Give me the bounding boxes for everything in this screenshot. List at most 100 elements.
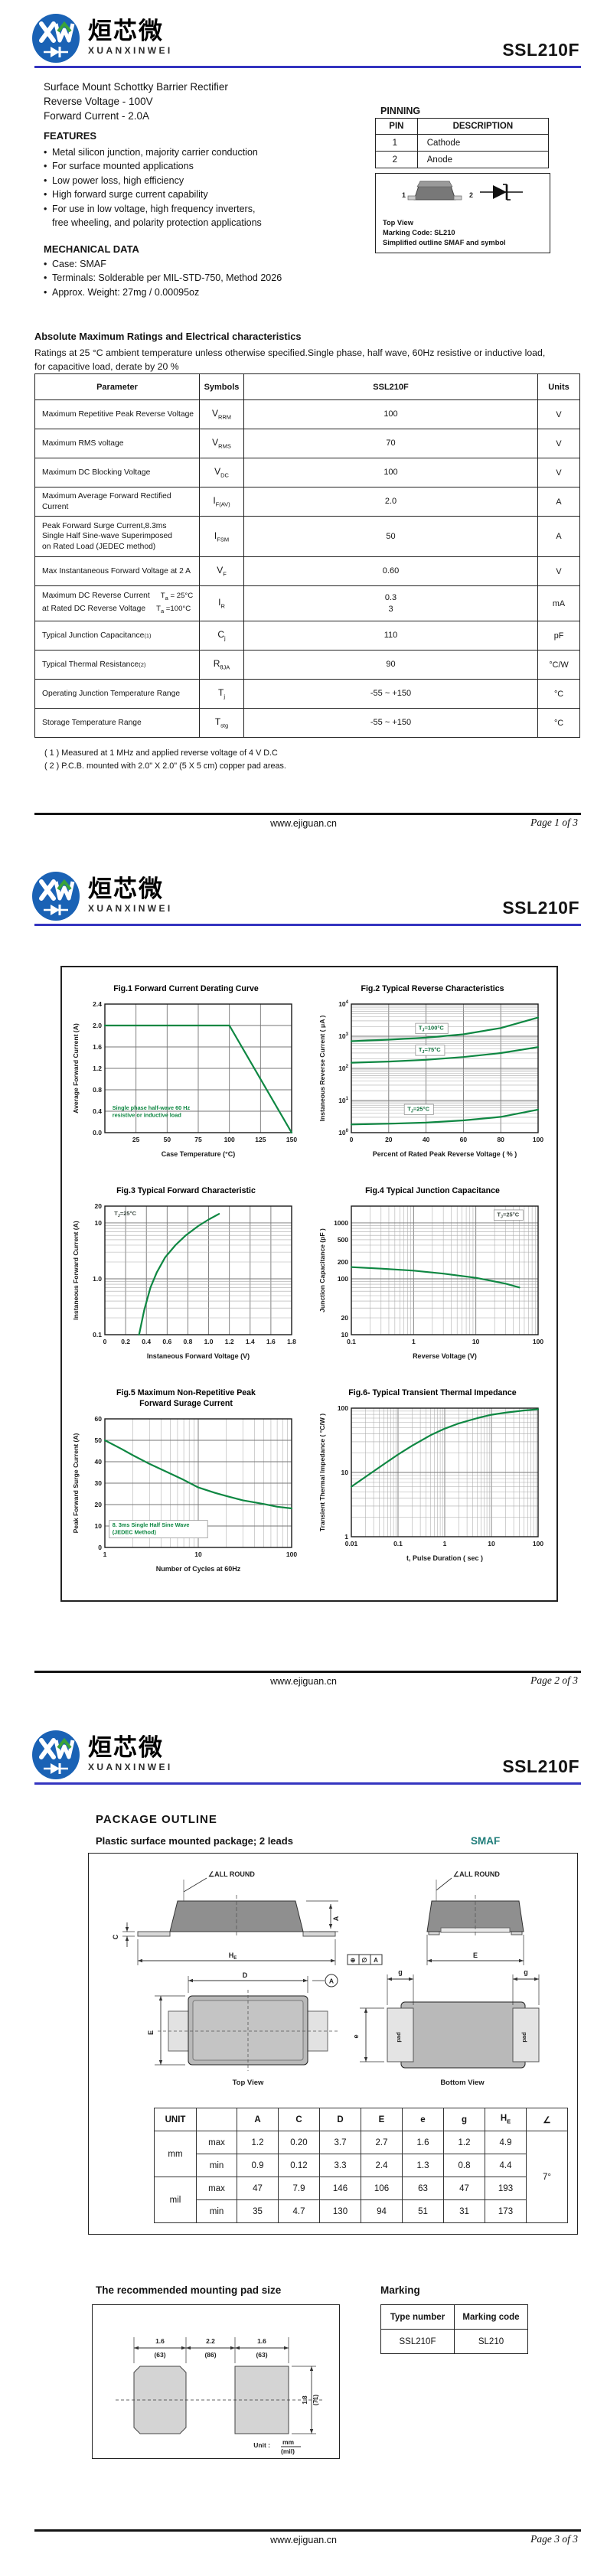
cell-value: -55 ~ +150 — [243, 679, 538, 709]
dim-value: 1.3 — [402, 2154, 444, 2177]
dim-row: min 35 4.7 130 94 51 31 173 — [155, 2199, 568, 2223]
logo-chinese-name: 烜芯微 — [88, 18, 164, 45]
cell-value: 100 — [243, 399, 538, 429]
footer-rule — [34, 1671, 581, 1673]
dim-value: 47 — [443, 2177, 485, 2200]
dim-header: D — [319, 2108, 361, 2131]
part-number: SSL210F — [502, 898, 579, 918]
value-line: -55 ~ +150 — [370, 718, 412, 727]
dim-header: E — [361, 2108, 403, 2131]
value-line: 3 — [388, 604, 393, 614]
chart-text: 100 — [533, 1136, 543, 1143]
drawing-label: ∠ALL ROUND — [208, 1870, 255, 1878]
cell-symbol: Tj — [199, 679, 244, 709]
part-number: SSL210F — [502, 40, 579, 60]
feature-item: For use in low voltage, high frequency i… — [44, 202, 350, 217]
value-line: 0.3 — [384, 592, 397, 602]
dim-header: ∠ — [526, 2108, 568, 2131]
cell-parameter: Maximum Repetitive Peak Reverse Voltage — [34, 399, 200, 429]
value-line: 2.0 — [384, 497, 397, 506]
chart-text: 10 — [341, 1331, 349, 1339]
logo-chinese-name: 烜芯微 — [88, 1734, 164, 1762]
figure-4: Fig.4 Typical Junction Capacitance 0.1 1 10… — [313, 1186, 552, 1366]
pad-dim-label: 1.6 — [155, 2337, 165, 2345]
chart-text: 1.0 — [204, 1338, 214, 1345]
dim-value: 3.3 — [319, 2154, 361, 2177]
feature-item: For surface mounted applications — [44, 159, 350, 174]
figure-5: Fig.5 Maximum Non-Repetitive Peak Forwar… — [67, 1388, 305, 1579]
drawing-label: A — [329, 1978, 334, 1985]
parameter-line: at Rated DC Reverse Voltage Ta =100°C — [42, 604, 199, 616]
cell-parameter: Maximum Average Forward Rectified Curren… — [34, 487, 200, 517]
svg-text:104: 104 — [338, 1000, 348, 1008]
ratings-header: SSL210F — [243, 373, 538, 400]
chart-text: 10 — [95, 1219, 103, 1227]
dim-value: 3.7 — [319, 2131, 361, 2154]
characteristic-curves-panel: Fig.1 Forward Current Derating Curve 25 50… — [60, 966, 558, 1602]
ratings-title: Absolute Maximum Ratings and Electrical … — [34, 331, 302, 342]
dim-header: g — [443, 2108, 485, 2131]
package-outline-thumbnail: 1 2 Top View Marking Code: SL210 Simplif… — [375, 173, 550, 253]
mechanical-item: Terminals: Solderable per MIL-STD-750, M… — [44, 271, 373, 285]
chart-text: 0.8 — [93, 1086, 102, 1094]
svg-text:HE: HE — [229, 1952, 237, 1961]
dim-row: min 0.9 0.12 3.3 2.4 1.3 0.8 4.4 — [155, 2154, 568, 2177]
footnote-ref: (1) — [144, 631, 152, 639]
chart-text: 0 — [350, 1136, 354, 1143]
value-line: 70 — [386, 439, 396, 448]
fig2-curve-TJ-75C — [350, 1045, 540, 1064]
parameter-line: Operating Junction Temperature Range — [42, 689, 181, 698]
cell-value: 70 — [243, 429, 538, 458]
footer-page-number: Page 3 of 3 — [530, 2533, 578, 2545]
fig6-curve-zth — [350, 1408, 540, 1488]
value-line: 90 — [386, 660, 396, 669]
value-line: 100 — [383, 468, 398, 477]
dim-value: 2.4 — [361, 2154, 403, 2177]
chart-text: 1.2 — [225, 1338, 234, 1345]
header-rule — [34, 1782, 581, 1785]
chart-text: Case Temperature (°C) — [162, 1150, 235, 1158]
package-name: SMAF — [471, 1835, 501, 1847]
parameter-line: Peak Forward Surge Current,8.3ms — [42, 521, 167, 530]
chart-text: 500 — [338, 1236, 348, 1244]
drawing-label: e — [352, 2034, 360, 2038]
pinning-title: PINNING — [380, 106, 421, 116]
cell-units: mA — [537, 585, 580, 621]
chart-text: 1000 — [334, 1219, 348, 1227]
package-outline-title: PACKAGE OUTLINE — [96, 1813, 217, 1826]
company-logo: 烜芯微 XUANXINWEI — [31, 11, 173, 64]
parameter-line: Maximum DC Blocking Voltage — [42, 468, 151, 477]
y-axis-label: Junction Capacitance (pF ) — [318, 1228, 326, 1312]
y-axis-label: Peak Forward Surge Current (A) — [72, 1433, 80, 1533]
fig1-plot: 25 50 75 100 125 150 0.0 0.4 0.8 1.2 1.6 2.0 2.4 Sing… — [72, 1000, 297, 1158]
drawing-label: E — [147, 2030, 155, 2035]
ratings-header: Units — [537, 373, 580, 400]
table-row: Maximum RMS voltage VRMS 70 V — [34, 429, 580, 458]
table-row: Peak Forward Surge Current,8.3ms Single H… — [34, 516, 580, 557]
fig2-plot: 0 20 40 60 80 100 100 101 102 103 104 TJ=100°C TJ=75… — [318, 1000, 543, 1158]
package-outline-box: ∠ALL ROUND A C HE ⊕ ∅ A ∠ALL ROUND E D A E Top View p… — [88, 1853, 578, 2235]
y-axis-label: Instaneous Forward Current (A) — [72, 1221, 80, 1320]
cell-units: V — [537, 458, 580, 487]
chart-text: 1 — [412, 1338, 416, 1345]
dim-value: 4.9 — [485, 2131, 527, 2154]
dim-unit: mil — [154, 2177, 197, 2223]
chart-text: 0.1 — [347, 1338, 356, 1345]
drawing-label: A — [332, 1916, 340, 1921]
pad-dim-label: (63) — [256, 2351, 267, 2359]
table-row: Typical Junction Capacitance (1) Cj 110 pF — [34, 621, 580, 651]
fig3-curve-vf — [138, 1212, 220, 1335]
drawing-label: C — [112, 1934, 119, 1939]
chart-text: 1 — [344, 1533, 348, 1541]
description-line: Reverse Voltage - 100V — [44, 96, 153, 107]
marking-title: Marking — [380, 2284, 420, 2296]
chart-text: 1.8 — [287, 1338, 296, 1345]
cell-value: 110 — [243, 621, 538, 651]
cell-parameter: Typical Thermal Resistance (2) — [34, 650, 200, 680]
figure-1: Fig.1 Forward Current Derating Curve 25 50… — [67, 984, 305, 1164]
fig4-plot: 0.1 1 10 100 10 20 100 200 500 1000 TJ=25°C Reverse… — [318, 1205, 543, 1360]
cell-units: °C — [537, 708, 580, 738]
chart-annotation: TJ=75°C — [419, 1046, 441, 1055]
outline-caption: Top View Marking Code: SL210 Simplified … — [383, 218, 506, 248]
chart-text: 100 — [338, 1275, 348, 1283]
